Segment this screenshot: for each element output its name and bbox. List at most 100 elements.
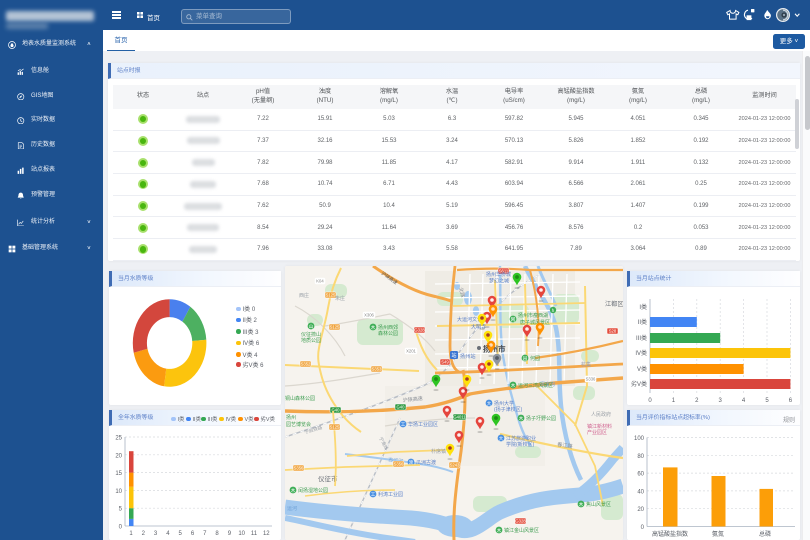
svg-text:S49: S49 — [441, 360, 449, 365]
svg-text:S336: S336 — [586, 377, 596, 382]
svg-text:网: 网 — [511, 317, 516, 323]
svg-text:木: 木 — [511, 382, 516, 389]
svg-text:氨氮: 氨氮 — [712, 530, 724, 538]
svg-text:3: 3 — [719, 398, 723, 404]
svg-text:1: 1 — [672, 398, 676, 404]
svg-text:(扬子津校区): (扬子津校区) — [494, 406, 523, 413]
svg-text:木: 木 — [519, 415, 524, 422]
svg-text:镇江新材料: 镇江新材料 — [587, 423, 612, 430]
svg-text:5: 5 — [765, 398, 769, 404]
svg-text:木: 木 — [291, 487, 296, 494]
svg-text:仪征捺山: 仪征捺山 — [301, 331, 321, 338]
svg-text:焦山风景区: 焦山风景区 — [586, 501, 611, 508]
svg-text:唐子城风景区: 唐子城风景区 — [520, 319, 550, 326]
svg-text:扬州大学: 扬州大学 — [494, 400, 514, 407]
svg-text:10: 10 — [115, 489, 122, 495]
svg-text:扬州站: 扬州站 — [460, 352, 476, 360]
svg-text:江苏旅游职业: 江苏旅游职业 — [506, 435, 536, 442]
svg-text:25: 25 — [115, 436, 122, 442]
svg-text:梦幻之城: 梦幻之城 — [489, 278, 509, 285]
svg-text:大运河文化区: 大运河文化区 — [457, 316, 487, 323]
svg-text:7: 7 — [203, 531, 207, 537]
svg-text:10: 10 — [238, 531, 245, 537]
svg-text:大明寺: 大明寺 — [471, 324, 486, 331]
svg-text:0: 0 — [648, 398, 652, 404]
svg-text:K04: K04 — [316, 279, 324, 284]
svg-text:I类: I类 — [639, 303, 647, 311]
svg-text:工: 工 — [371, 492, 376, 497]
svg-text:S125: S125 — [326, 293, 336, 298]
svg-text:利涛工业园: 利涛工业园 — [378, 491, 403, 498]
svg-text:总磷: 总磷 — [759, 530, 771, 538]
svg-text:S611: S611 — [499, 269, 509, 274]
svg-text:闰扬湿地公园: 闰扬湿地公园 — [298, 487, 328, 494]
svg-text:11: 11 — [251, 531, 258, 537]
svg-text:60: 60 — [637, 472, 644, 478]
svg-text:工: 工 — [401, 422, 406, 427]
svg-text:S356: S356 — [294, 466, 304, 471]
svg-text:h: h — [552, 308, 555, 313]
svg-text:4: 4 — [166, 531, 170, 537]
svg-text:G4011: G4011 — [453, 415, 466, 420]
svg-text:9: 9 — [228, 531, 232, 537]
svg-text:园: 园 — [523, 356, 528, 362]
svg-text:学院(新校区): 学院(新校区) — [506, 441, 535, 448]
svg-text:40: 40 — [637, 489, 644, 495]
svg-text:3: 3 — [154, 531, 158, 537]
svg-text:春江路: 春江路 — [557, 440, 574, 450]
svg-text:大: 大 — [499, 435, 504, 442]
svg-text:山: 山 — [309, 323, 314, 330]
svg-text:X306: X306 — [364, 313, 374, 318]
svg-text:X201: X201 — [406, 349, 416, 354]
svg-text:IV类: IV类 — [635, 349, 647, 357]
svg-text:镇江金山风景区: 镇江金山风景区 — [504, 527, 539, 534]
svg-text:III类: III类 — [636, 334, 647, 342]
svg-text:扬州: 扬州 — [286, 414, 296, 421]
svg-text:扬州华侨城: 扬州华侨城 — [486, 271, 511, 278]
svg-text:扬州市: 扬州市 — [483, 344, 506, 354]
svg-text:2: 2 — [695, 398, 699, 404]
svg-text:瓜洲古渡: 瓜洲古渡 — [416, 459, 436, 466]
svg-text:G40: G40 — [397, 405, 406, 410]
svg-text:S352: S352 — [301, 362, 311, 367]
svg-text:朱庄: 朱庄 — [335, 295, 345, 302]
svg-text:15: 15 — [115, 471, 122, 477]
svg-text:运河: 运河 — [287, 505, 297, 512]
svg-text:沪陕高速: 沪陕高速 — [402, 395, 423, 404]
svg-text:廖家沟: 廖家沟 — [540, 381, 555, 388]
svg-text:S28: S28 — [609, 329, 617, 334]
svg-text:产业园区: 产业园区 — [587, 429, 607, 436]
svg-text:园艺博览会: 园艺博览会 — [286, 421, 311, 428]
svg-text:5: 5 — [119, 507, 123, 513]
svg-text:G40: G40 — [332, 408, 341, 413]
svg-text:森林公园: 森林公园 — [378, 330, 398, 337]
svg-text:0: 0 — [641, 525, 645, 531]
svg-text:G328: G328 — [414, 328, 425, 333]
svg-text:6: 6 — [789, 398, 793, 404]
svg-text:扬子圩野公园: 扬子圩野公园 — [526, 415, 556, 422]
svg-text:高锰酸盐指数: 高锰酸盐指数 — [652, 530, 688, 538]
svg-text:8: 8 — [215, 531, 219, 537]
svg-text:S243: S243 — [450, 463, 460, 468]
svg-text:江都区: 江都区 — [605, 300, 623, 308]
svg-text:4: 4 — [742, 398, 746, 404]
svg-text:木: 木 — [497, 527, 502, 534]
svg-text:西庄: 西庄 — [299, 292, 309, 299]
svg-text:S125: S125 — [330, 425, 340, 430]
svg-text:20: 20 — [115, 453, 122, 459]
svg-text:6: 6 — [191, 531, 195, 537]
svg-text:G328: G328 — [515, 519, 526, 524]
svg-text:II类: II类 — [638, 318, 647, 326]
svg-text:运河三湾风景区: 运河三湾风景区 — [518, 382, 553, 389]
svg-text:100: 100 — [634, 436, 645, 442]
svg-text:古运河: 古运河 — [388, 456, 404, 465]
svg-text:S125: S125 — [330, 325, 340, 330]
svg-text:S353: S353 — [372, 367, 382, 372]
svg-text:S356: S356 — [394, 462, 404, 467]
svg-text:何园: 何园 — [530, 355, 540, 362]
svg-text:12: 12 — [263, 531, 270, 537]
svg-text:2: 2 — [142, 531, 146, 537]
svg-text:渡: 渡 — [409, 459, 414, 466]
svg-text:人民政府: 人民政府 — [591, 411, 611, 418]
svg-text:劣V类: 劣V类 — [631, 380, 647, 388]
